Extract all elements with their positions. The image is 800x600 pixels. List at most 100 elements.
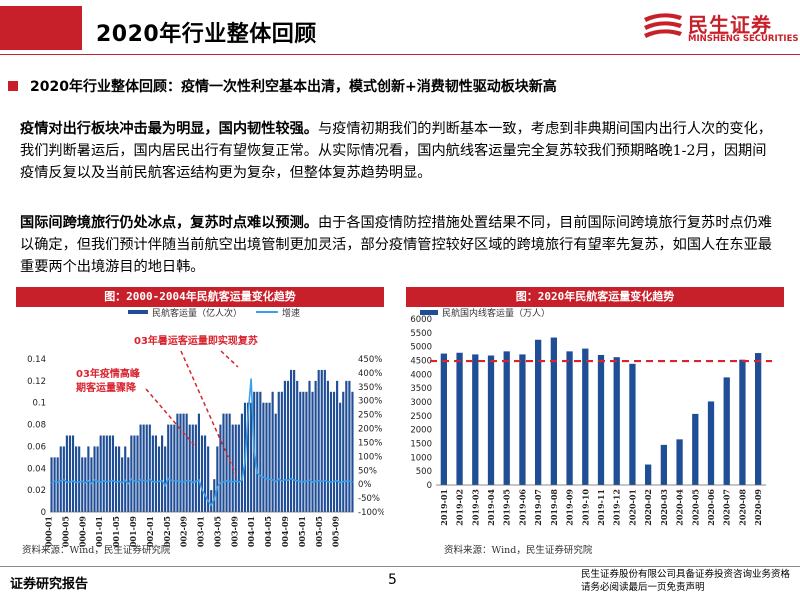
legend-label: 民航客运量（亿人次） — [152, 307, 242, 319]
bar — [139, 424, 142, 512]
bar — [114, 446, 118, 512]
bar — [323, 369, 326, 512]
y2-tick-label: 150% — [358, 438, 382, 448]
bar — [118, 446, 121, 512]
bar — [332, 391, 336, 512]
bar — [145, 424, 148, 512]
bar — [629, 363, 636, 485]
x-tick-label: 2005-05 — [314, 516, 324, 547]
bar — [265, 402, 268, 512]
x-tick-label: 2000-05 — [60, 516, 70, 547]
bar — [68, 435, 72, 512]
chart-title: 图：2020年民航客运量变化趋势 — [406, 287, 784, 307]
bar — [660, 444, 667, 485]
bar — [216, 446, 219, 512]
bar — [345, 380, 348, 512]
logo-text-cn: 民生证券 — [688, 13, 772, 37]
bar — [503, 351, 510, 485]
bar — [240, 413, 243, 512]
x-tick-label: 2001-05 — [111, 516, 121, 547]
x-tick-label: 2004-09 — [280, 516, 290, 547]
y2-tick-label: 450% — [358, 355, 382, 365]
bar — [182, 413, 185, 512]
x-tick-label: 2004-05 — [263, 516, 273, 547]
bar — [157, 446, 161, 512]
bar — [707, 401, 715, 485]
bar — [336, 380, 339, 512]
disclaimer-line: 民生证券股份有限公司具备证券投资咨询业务资格 — [580, 569, 790, 580]
bar — [81, 457, 84, 512]
bar — [302, 391, 305, 512]
bar — [102, 435, 105, 512]
bar — [613, 357, 620, 485]
x-tick-label: 2019-07 — [533, 489, 543, 526]
bar — [456, 352, 463, 485]
bar — [246, 402, 250, 512]
chart-2020: 民航国内线客运量（万人） 0 500 1000 1500 2000 2500 3000 3500… — [410, 307, 772, 526]
x-tick-label: 2001-01 — [94, 516, 104, 547]
bar — [550, 337, 557, 485]
y2-tick-label: 350% — [358, 383, 382, 393]
bar — [136, 435, 139, 512]
x-tick-label: 2003-05 — [212, 516, 222, 547]
bar — [351, 391, 354, 512]
y2-tick-label: 400% — [358, 369, 382, 379]
x-tick-label: 2019-09 — [565, 489, 575, 526]
bar — [293, 369, 296, 512]
bar — [225, 413, 228, 512]
bar — [84, 457, 87, 512]
paragraph-lead: 国际间跨境旅行仍处冰点，复苏时点难以预测。 — [20, 215, 318, 231]
bar — [185, 413, 188, 512]
bar — [274, 413, 277, 512]
y-tick-label: 0.14 — [27, 355, 46, 365]
x-tick-label: 2002-09 — [179, 516, 189, 547]
bar — [296, 380, 299, 512]
x-tick-label: 2000-09 — [77, 516, 87, 547]
y2-tick-label: 100% — [358, 452, 382, 462]
bar — [519, 354, 526, 485]
x-tick-label: 2020-07 — [722, 489, 732, 526]
bar — [645, 464, 652, 485]
bar — [164, 446, 167, 512]
y2-tick-label: 300% — [358, 397, 382, 407]
bar — [280, 391, 283, 512]
bar — [299, 391, 302, 512]
x-tick-label: 2019-01 — [439, 489, 449, 526]
annotation-text: 03年暑运客运量即实现复苏 — [134, 334, 258, 347]
section-bullet-icon — [8, 81, 18, 91]
bar — [105, 435, 108, 512]
y-tick-label: 0 — [427, 481, 432, 491]
paragraph-lead: 疫情对出行板块冲击最为明显，国内韧性较强。 — [20, 121, 318, 137]
annotation-text: 03年疫情高峰 — [76, 367, 141, 380]
bar — [723, 377, 730, 485]
bar — [167, 424, 170, 512]
footer-report-label: 证券研究报告 — [10, 577, 89, 592]
title-accent-bar — [0, 6, 82, 50]
bar — [90, 457, 93, 512]
y-tick-label: 0.04 — [27, 464, 46, 474]
y-tick-label: 1000 — [410, 453, 432, 463]
bar — [286, 380, 290, 512]
bar — [277, 391, 280, 512]
bar — [176, 413, 179, 512]
bar — [151, 435, 154, 512]
source-note-left: 资料来源：Wind，民生证券研究院 — [22, 545, 171, 556]
y-tick-label: 0.06 — [27, 442, 46, 452]
y-tick-label: 5000 — [410, 343, 432, 353]
bar — [692, 413, 699, 485]
section-heading: 2020年行业整体回顾：疫情一次性利空基本出清，模式创新+消费韧性驱动板块新高 — [30, 79, 557, 95]
x-tick-label: 2019-03 — [470, 489, 480, 526]
legend-swatch-bars — [128, 310, 148, 314]
y2-tick-label: 200% — [358, 425, 382, 435]
bar — [56, 457, 59, 512]
bar — [755, 353, 762, 485]
bar — [289, 369, 293, 512]
bar — [130, 435, 133, 512]
y-tick-label: 0.02 — [27, 486, 46, 496]
x-tick-label: 2019-10 — [580, 489, 590, 526]
bar — [59, 446, 62, 512]
bar — [676, 439, 683, 485]
bar — [566, 351, 573, 485]
bar — [142, 424, 145, 512]
y-tick-label: 2500 — [410, 412, 432, 422]
